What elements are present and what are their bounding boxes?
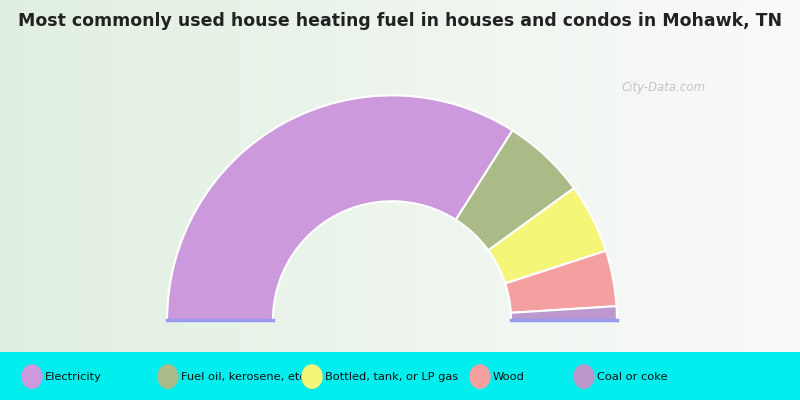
Text: City-Data.com: City-Data.com	[622, 82, 706, 94]
Text: Fuel oil, kerosene, etc.: Fuel oil, kerosene, etc.	[181, 372, 309, 382]
Text: Most commonly used house heating fuel in houses and condos in Mohawk, TN: Most commonly used house heating fuel in…	[18, 12, 782, 30]
Ellipse shape	[470, 365, 490, 388]
Text: Coal or coke: Coal or coke	[597, 372, 667, 382]
Text: Electricity: Electricity	[45, 372, 102, 382]
Ellipse shape	[574, 365, 594, 388]
Ellipse shape	[22, 365, 42, 388]
Wedge shape	[511, 306, 617, 320]
Text: Bottled, tank, or LP gas: Bottled, tank, or LP gas	[325, 372, 458, 382]
Text: Wood: Wood	[493, 372, 525, 382]
Ellipse shape	[302, 365, 322, 388]
Wedge shape	[506, 251, 617, 313]
Wedge shape	[456, 130, 574, 250]
Wedge shape	[488, 188, 606, 284]
Wedge shape	[167, 95, 513, 320]
Ellipse shape	[158, 365, 178, 388]
